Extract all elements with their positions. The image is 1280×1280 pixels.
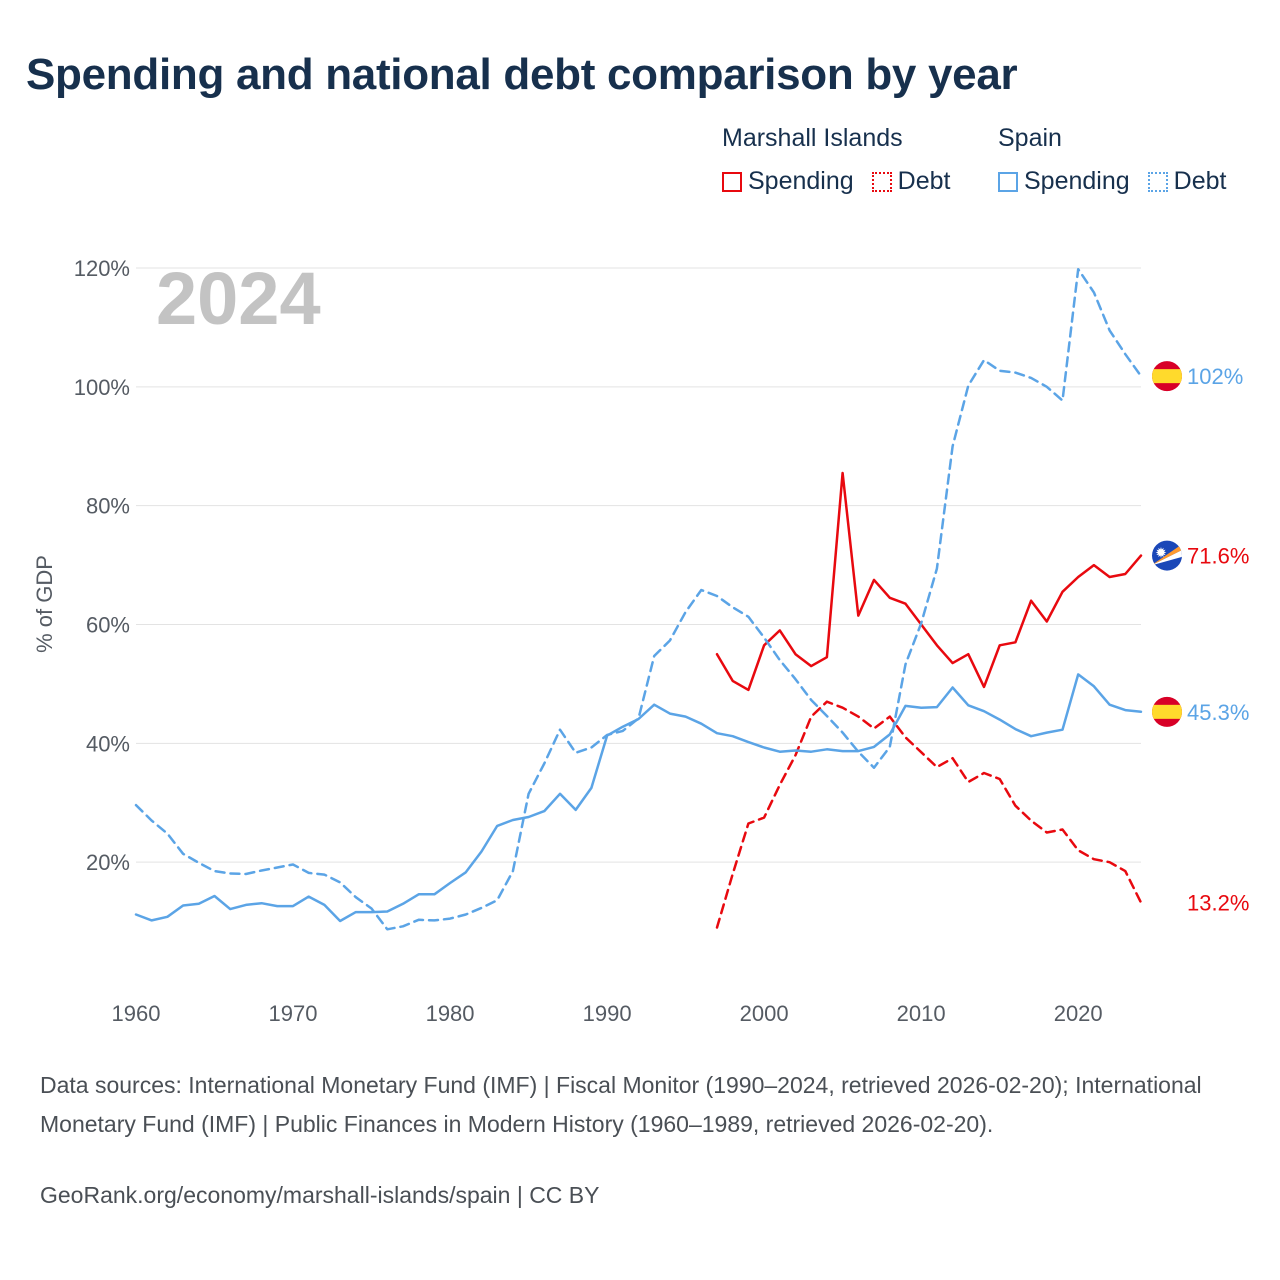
legend-item-label: Debt: [897, 167, 951, 195]
x-axis: 1960 1970 1980 1990 2000 2010 2020: [112, 1001, 1103, 1026]
end-label-0: ✹ 71.6%: [1152, 540, 1249, 571]
legend-swatch-solid: [998, 171, 1018, 192]
y-tick-label: 120%: [74, 256, 130, 281]
x-tick-label: 1960: [112, 1001, 161, 1026]
marshall-islands-flag-icon: ✹: [1151, 887, 1183, 919]
y-tick-label: 100%: [74, 375, 130, 400]
series-line-marshall-islands-debt[interactable]: [715, 700, 1143, 929]
end-label-3: 102%: [1152, 361, 1243, 392]
gridlines: [136, 267, 1141, 863]
end-value-label: 13.2%: [1187, 891, 1249, 916]
end-label-2: 45.3%: [1152, 696, 1249, 727]
data-sources: Data sources: International Monetary Fun…: [40, 1072, 1202, 1137]
end-value-label: 45.3%: [1187, 700, 1249, 725]
svg-text:✹: ✹: [1155, 545, 1167, 561]
x-tick-label: 2020: [1054, 1001, 1103, 1026]
y-tick-label: 40%: [86, 731, 130, 756]
legend-swatch-dotted: [1147, 171, 1168, 192]
legend-item-label: Debt: [1173, 167, 1227, 195]
legend-item-spain-debt[interactable]: Debt: [1147, 167, 1227, 196]
x-tick-label: 1980: [426, 1001, 475, 1026]
legend-item-label: Spending: [748, 167, 854, 195]
end-value-label: 71.6%: [1187, 544, 1249, 569]
series-lines: [134, 267, 1143, 931]
spain-flag-icon: [1152, 361, 1182, 392]
spain-flag-icon: [1152, 696, 1182, 727]
legend-country-label: Marshall Islands: [722, 124, 903, 152]
series-line-spain-debt[interactable]: [134, 267, 1143, 931]
y-tick-label: 60%: [86, 613, 130, 638]
credit-link[interactable]: GeoRank.org/economy/marshall-islands/spa…: [40, 1182, 600, 1208]
legend-item-spain-spending[interactable]: Spending: [998, 167, 1130, 196]
series-line-marshall-islands-spending[interactable]: [715, 471, 1143, 692]
series-line-spain-spending[interactable]: [134, 673, 1143, 923]
legend-item-marshall-debt[interactable]: Debt: [871, 167, 951, 196]
x-tick-label: 2000: [740, 1001, 789, 1026]
end-label-1: ✹ 13.2%: [1151, 887, 1249, 919]
end-value-label: 102%: [1187, 364, 1243, 389]
x-tick-label: 1970: [269, 1001, 318, 1026]
legend-item-label: Spending: [1024, 167, 1130, 195]
legend-swatch-solid: [722, 171, 742, 192]
year-watermark: 2024: [156, 257, 321, 340]
x-tick-label: 2010: [897, 1001, 946, 1026]
legend-country-label: Spain: [998, 124, 1062, 152]
chart-title: Spending and national debt comparison by…: [26, 50, 1018, 99]
line-chart: 2024 20%40%60%80%100%120% 1960 1970 1980 19…: [32, 256, 1249, 1026]
legend-swatch-dotted: [871, 171, 892, 192]
y-tick-label: 80%: [86, 494, 130, 519]
y-axis-label: % of GDP: [32, 555, 57, 653]
svg-text:✹: ✹: [1155, 892, 1167, 908]
x-tick-label: 1990: [583, 1001, 632, 1026]
y-axis: 20% 40% 60% 80% 100% 120%: [74, 256, 130, 875]
end-labels: ✹ 71.6% ✹ 13.2% 45.3% 102%: [1151, 361, 1249, 919]
marshall-islands-flag-icon: ✹: [1152, 540, 1182, 571]
y-tick-label: 20%: [86, 850, 130, 875]
legend-item-marshall-spending[interactable]: Spending: [722, 167, 854, 196]
legend-group-spain: Spain Spending Debt: [998, 124, 1244, 196]
legend-group-marshall-islands: Marshall Islands Spending Debt: [722, 124, 968, 196]
